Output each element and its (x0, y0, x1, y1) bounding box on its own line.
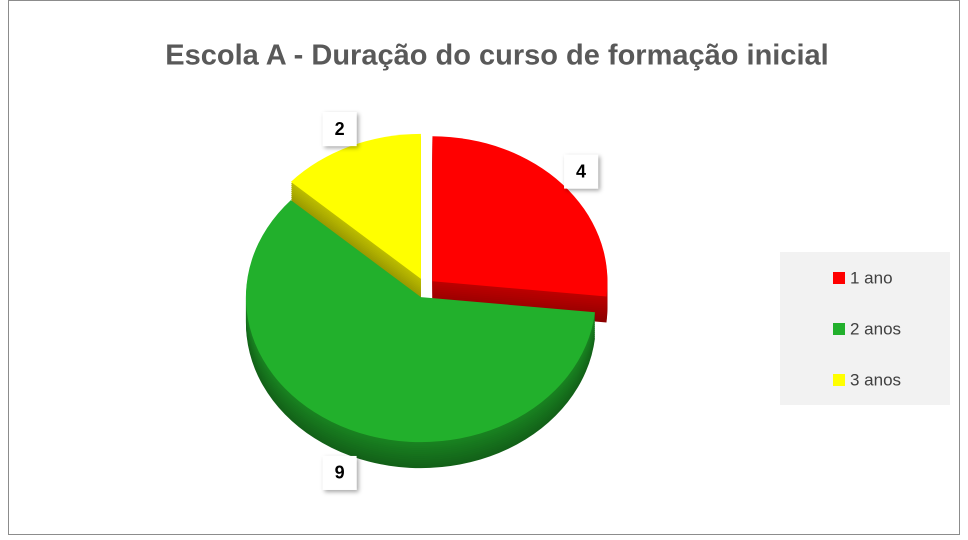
legend-label: 1 ano (850, 268, 893, 287)
chart-title: Escola A - Duração do curso de formação … (165, 40, 828, 72)
legend-swatch (833, 374, 845, 386)
legend-swatch (833, 272, 845, 284)
data-label: 9 (335, 463, 345, 483)
data-label-box (322, 455, 357, 490)
pie-slice (432, 136, 608, 297)
data-label-box (564, 154, 599, 189)
legend-box (780, 252, 950, 405)
pie-slice (245, 200, 595, 443)
data-label: 4 (576, 161, 586, 181)
legend-label: 2 anos (850, 319, 901, 338)
data-label: 2 (335, 119, 345, 139)
legend-swatch (833, 323, 845, 335)
pie-slice (290, 133, 421, 279)
legend-label: 3 anos (850, 370, 901, 389)
data-label-box (322, 112, 357, 147)
